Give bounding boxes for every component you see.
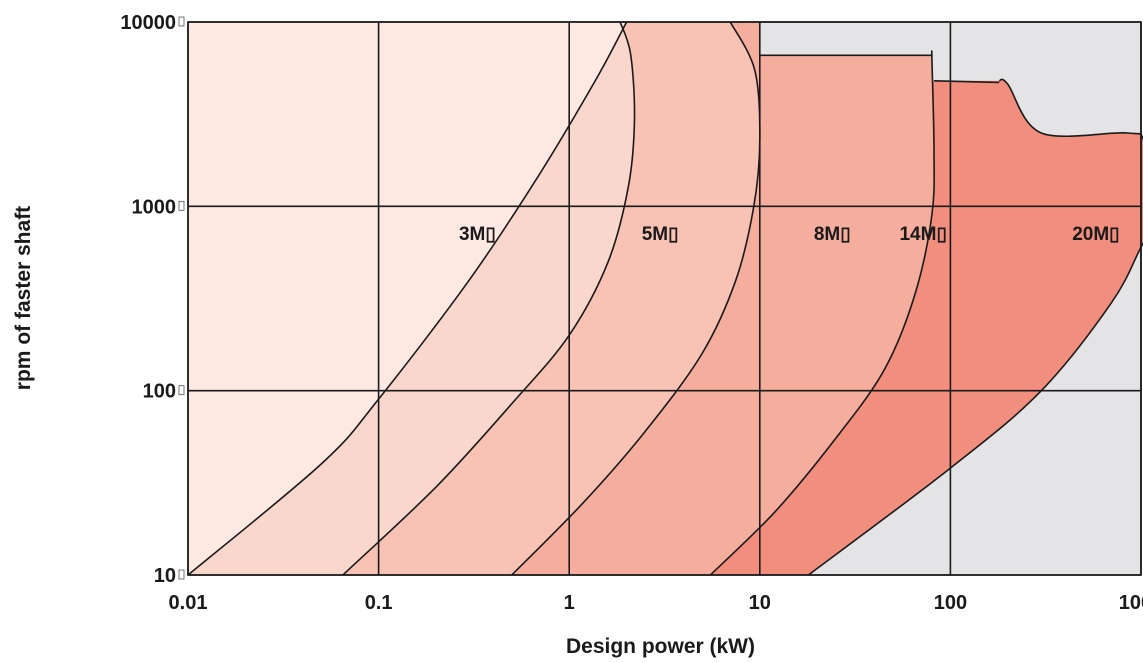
- y-axis-tick-labels: 10000 1000 100 10: [120, 12, 185, 587]
- y-tick-marker: [178, 200, 185, 211]
- x-tick-label: 100: [934, 592, 967, 614]
- y-tick-label: 100: [143, 381, 176, 403]
- y-axis-title: rpm of faster shaft: [12, 206, 35, 390]
- y-tick-label: 10000: [120, 12, 176, 34]
- plot-frame: [187, 21, 1142, 576]
- region-label-5M: 5M▯: [642, 224, 679, 245]
- y-tick-marker: [178, 16, 185, 27]
- region-labels: 3M▯ 5M▯ 8M▯ 14M▯ 20M▯: [459, 224, 1120, 245]
- x-tick-label: 1: [564, 592, 575, 614]
- boundary-5M: [342, 21, 636, 576]
- x-tick-label: 1000: [1119, 592, 1143, 614]
- y-tick-label: 10: [154, 565, 176, 587]
- y-tick-marker: [178, 385, 185, 396]
- x-tick-label: 10: [749, 592, 771, 614]
- x-tick-label: 0.01: [169, 592, 208, 614]
- y-tick-marker: [178, 569, 185, 580]
- region-label-20M: 20M▯: [1072, 224, 1119, 245]
- x-axis-tick-labels: 0.01 0.1 1 10 100 1000: [169, 592, 1143, 614]
- region-label-3M: 3M▯: [459, 224, 496, 245]
- region-label-8M: 8M▯: [814, 224, 851, 245]
- x-tick-label: 0.1: [365, 592, 393, 614]
- belt-regions: [188, 22, 1143, 575]
- boundary-8M: [511, 21, 761, 576]
- x-axis-title: Design power (kW): [566, 635, 755, 658]
- boundary-outer: [808, 78, 1143, 576]
- region-boundaries: [187, 21, 1143, 576]
- region-label-14M: 14M▯: [899, 224, 946, 245]
- boundary-20M-top: [933, 80, 1000, 84]
- boundary-3M: [187, 21, 628, 576]
- y-tick-label: 1000: [132, 196, 177, 218]
- boundary-14M: [709, 50, 935, 576]
- region-3M-fill: [188, 22, 627, 575]
